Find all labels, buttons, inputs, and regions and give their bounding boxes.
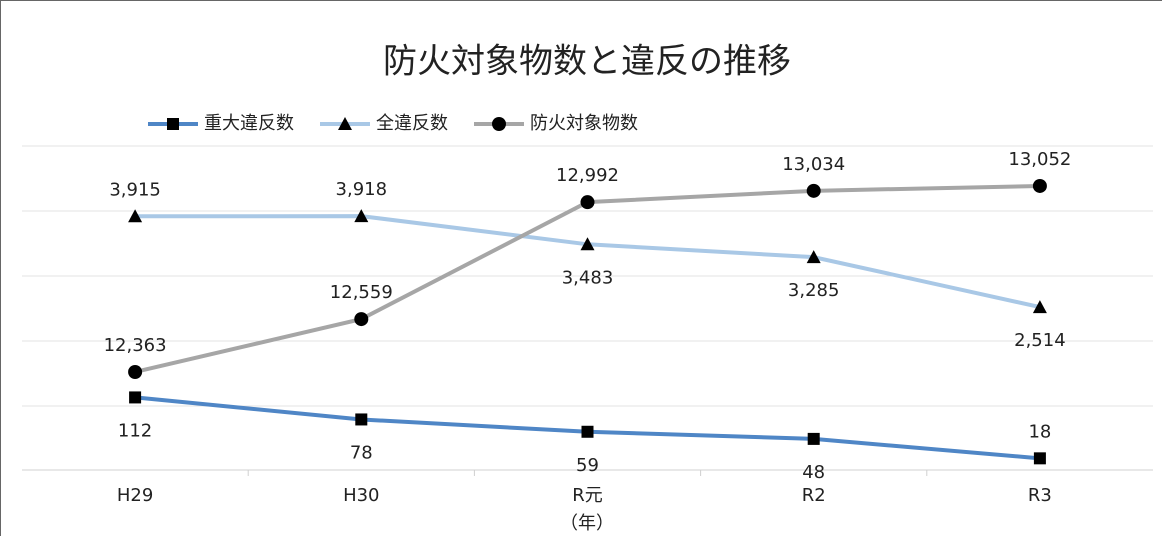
data-label: 48 (802, 462, 825, 483)
data-label: 3,285 (788, 280, 840, 301)
legend-marker (167, 118, 179, 130)
data-label: 13,052 (1008, 149, 1071, 170)
data-label: 3,483 (562, 267, 614, 288)
data-point (128, 365, 142, 379)
data-label: 13,034 (782, 154, 845, 175)
data-point (355, 413, 367, 425)
data-point (1034, 452, 1046, 464)
data-label: 12,992 (556, 165, 619, 186)
data-point (129, 391, 141, 403)
data-label: 12,363 (104, 335, 167, 356)
data-point (582, 426, 594, 438)
x-axis-title: （年） (560, 513, 614, 534)
data-label: 112 (118, 420, 152, 441)
x-tick-label: R3 (1028, 485, 1052, 506)
legend-marker (492, 117, 506, 131)
data-point (808, 433, 820, 445)
data-label: 78 (350, 442, 373, 463)
data-point (581, 195, 595, 209)
data-label: 2,514 (1014, 330, 1066, 351)
legend-label: 防火対象物数 (530, 113, 638, 134)
x-tick-label: H30 (343, 485, 379, 506)
x-tick-label: R2 (802, 485, 826, 506)
data-point (1033, 179, 1047, 193)
data-label: 3,915 (109, 179, 161, 200)
legend-label: 全違反数 (376, 113, 448, 134)
data-label: 18 (1028, 421, 1051, 442)
data-point (354, 312, 368, 326)
data-label: 3,918 (336, 179, 388, 200)
legend-label: 重大違反数 (204, 113, 294, 134)
data-point (807, 184, 821, 198)
chart-title: 防火対象物数と違反の推移 (383, 42, 791, 82)
series-line (135, 216, 1040, 307)
x-tick-label: H29 (117, 485, 153, 506)
x-tick-label: R元 (572, 485, 603, 506)
data-label: 59 (576, 455, 599, 476)
data-label: 12,559 (330, 282, 393, 303)
